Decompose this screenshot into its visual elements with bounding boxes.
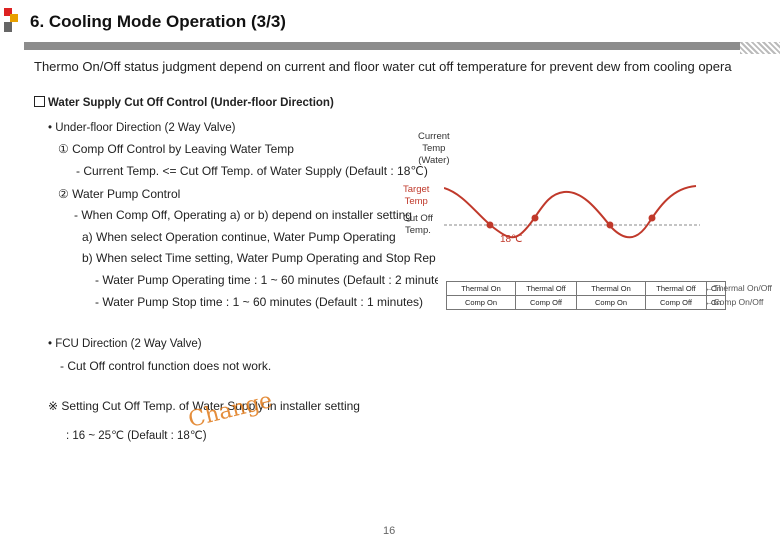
item2-detail: - When Comp Off, Operating a) or b) depe… <box>74 208 412 222</box>
section-title: Water Supply Cut Off Control (Under-floo… <box>48 97 334 109</box>
comp-row: Comp On Comp Off Comp On Comp Off On <box>446 295 726 310</box>
intersection-point <box>648 214 656 222</box>
table-cell: Comp Off <box>515 295 577 310</box>
pump-off-text: - Water Pump Stop time : 1 ~ 60 minutes … <box>95 295 424 309</box>
intersection-point <box>486 221 494 229</box>
page-number: 16 <box>383 525 396 537</box>
table-cell: Comp On <box>446 295 516 310</box>
setting-note: ※ Setting Cut Off Temp. of Water Supply … <box>48 399 360 413</box>
setting-range: : 16 ~ 25℃ (Default : 18℃) <box>66 430 207 442</box>
table-cell: Thermal Off <box>515 281 577 296</box>
pump-on-text: - Water Pump Operating time : 1 ~ 60 min… <box>95 273 438 287</box>
option-a-text: a) When select Operation continue, Water… <box>82 230 396 244</box>
table-cell: Comp Off <box>645 295 707 310</box>
fcu-heading: • FCU Direction (2 Way Valve) <box>48 338 202 350</box>
current-temp-curve <box>444 185 697 239</box>
option-b-text: b) When select Time setting, Water Pump … <box>82 251 436 265</box>
section-heading: Water Supply Cut Off Control (Under-floo… <box>34 96 334 109</box>
intersection-point <box>606 221 614 229</box>
thermal-caption: ←Thermal On/Off <box>705 283 772 293</box>
table-cell: On <box>706 295 726 310</box>
temperature-curve-chart <box>444 185 700 239</box>
item2-text: ② Water Pump Control <box>58 187 181 201</box>
table-cell: Thermal On <box>576 281 646 296</box>
table-cell: Thermal On <box>446 281 516 296</box>
item1-text: ① Comp Off Control by Leaving Water Temp <box>58 142 294 156</box>
title-divider <box>24 42 764 50</box>
table-cell: Thermal Off <box>645 281 707 296</box>
comp-caption: ←Comp On/Off <box>705 297 764 307</box>
fcu-detail: - Cut Off control function does not work… <box>60 359 272 373</box>
table-cell: Comp On <box>576 295 646 310</box>
status-table: Thermal On Thermal Off Thermal On Therma… <box>446 281 726 310</box>
corner-pattern <box>740 42 780 54</box>
thermal-row: Thermal On Thermal Off Thermal On Therma… <box>446 281 726 296</box>
temp-18-label: 18℃ <box>500 234 523 245</box>
page-title: 6. Cooling Mode Operation (3/3) <box>30 12 286 31</box>
target-temp-label: Target Temp <box>403 184 430 207</box>
intro-text: Thermo On/Off status judgment depend on … <box>34 59 732 74</box>
change-watermark: Change <box>185 388 275 433</box>
current-temp-label: Current Temp (Water) <box>418 131 450 166</box>
company-logo <box>4 8 18 32</box>
item1-detail: - Current Temp. <= Cut Off Temp. of Wate… <box>76 164 428 178</box>
intersection-point <box>531 214 539 222</box>
cutoff-temp-label: Cut Off Temp. <box>403 213 433 236</box>
checkbox-bullet-icon <box>34 96 45 107</box>
underfloor-heading: • Under-floor Direction (2 Way Valve) <box>48 122 236 134</box>
